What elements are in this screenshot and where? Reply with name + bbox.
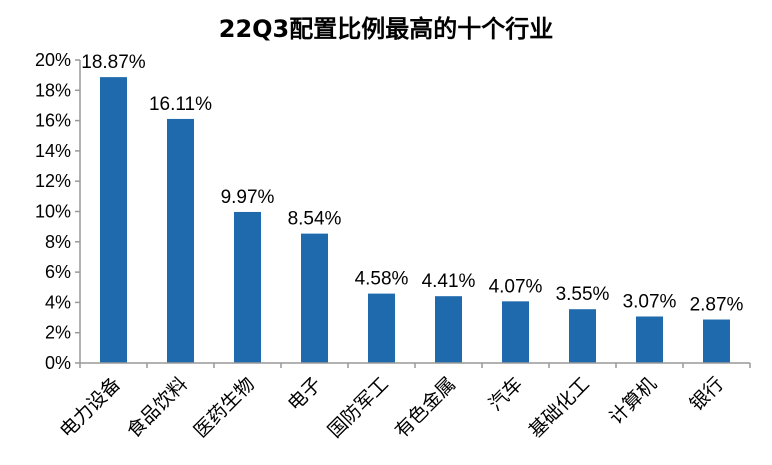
x-category-label: 电力设备 [56, 373, 125, 442]
data-label: 4.58% [355, 269, 409, 290]
x-category-label: 计算机 [605, 373, 661, 429]
y-tick-label: 4% [45, 292, 71, 312]
bar [100, 77, 127, 363]
bar [368, 293, 395, 363]
y-tick-label: 16% [35, 111, 71, 131]
data-label: 9.97% [221, 187, 275, 208]
data-labels: 18.87%16.11% 9.97% 8.54% 4.58% 4.41% 4.07% 3.5… [81, 52, 743, 315]
x-category-label: 国防军工 [324, 373, 393, 442]
data-label: 3.55% [556, 284, 610, 305]
bar [703, 319, 730, 363]
y-tick-label: 10% [35, 202, 71, 222]
data-label: 8.54% [288, 209, 342, 230]
data-label: 18.87% [81, 52, 146, 73]
data-label: 3.07% [623, 291, 677, 312]
y-axis-ticks: 0% 2% 4% 6% 8% 10% 12% 14% 16% 18% 20% [35, 50, 80, 373]
x-category-label: 基础化工 [525, 373, 594, 442]
chart-title: 22Q3配置比例最高的十个行业 [219, 15, 554, 43]
y-tick-label: 12% [35, 171, 71, 191]
bar-series [100, 77, 730, 363]
y-tick-label: 2% [45, 323, 71, 343]
y-tick-label: 18% [35, 80, 71, 100]
bar [636, 316, 663, 363]
data-label: 4.41% [422, 271, 476, 292]
x-category-label: 有色金属 [391, 373, 460, 442]
bar [502, 301, 529, 363]
bar [234, 211, 261, 363]
y-tick-label: 0% [45, 353, 71, 373]
x-category-label: 银行 [686, 373, 728, 415]
data-label: 2.87% [690, 295, 744, 316]
y-tick-label: 20% [35, 50, 71, 70]
y-tick-label: 14% [35, 141, 71, 161]
bar [435, 296, 462, 363]
x-category-label: 电子 [284, 373, 326, 415]
bar [167, 118, 194, 363]
bar [569, 309, 596, 363]
y-tick-label: 6% [45, 262, 71, 282]
data-label: 16.11% [149, 94, 212, 115]
x-category-label: 汽车 [485, 373, 527, 415]
x-category-label: 食品饮料 [123, 373, 192, 442]
x-category-label: 医药生物 [190, 373, 259, 442]
data-label: 4.07% [489, 276, 543, 297]
y-tick-label: 8% [45, 232, 71, 252]
bar [301, 233, 328, 363]
